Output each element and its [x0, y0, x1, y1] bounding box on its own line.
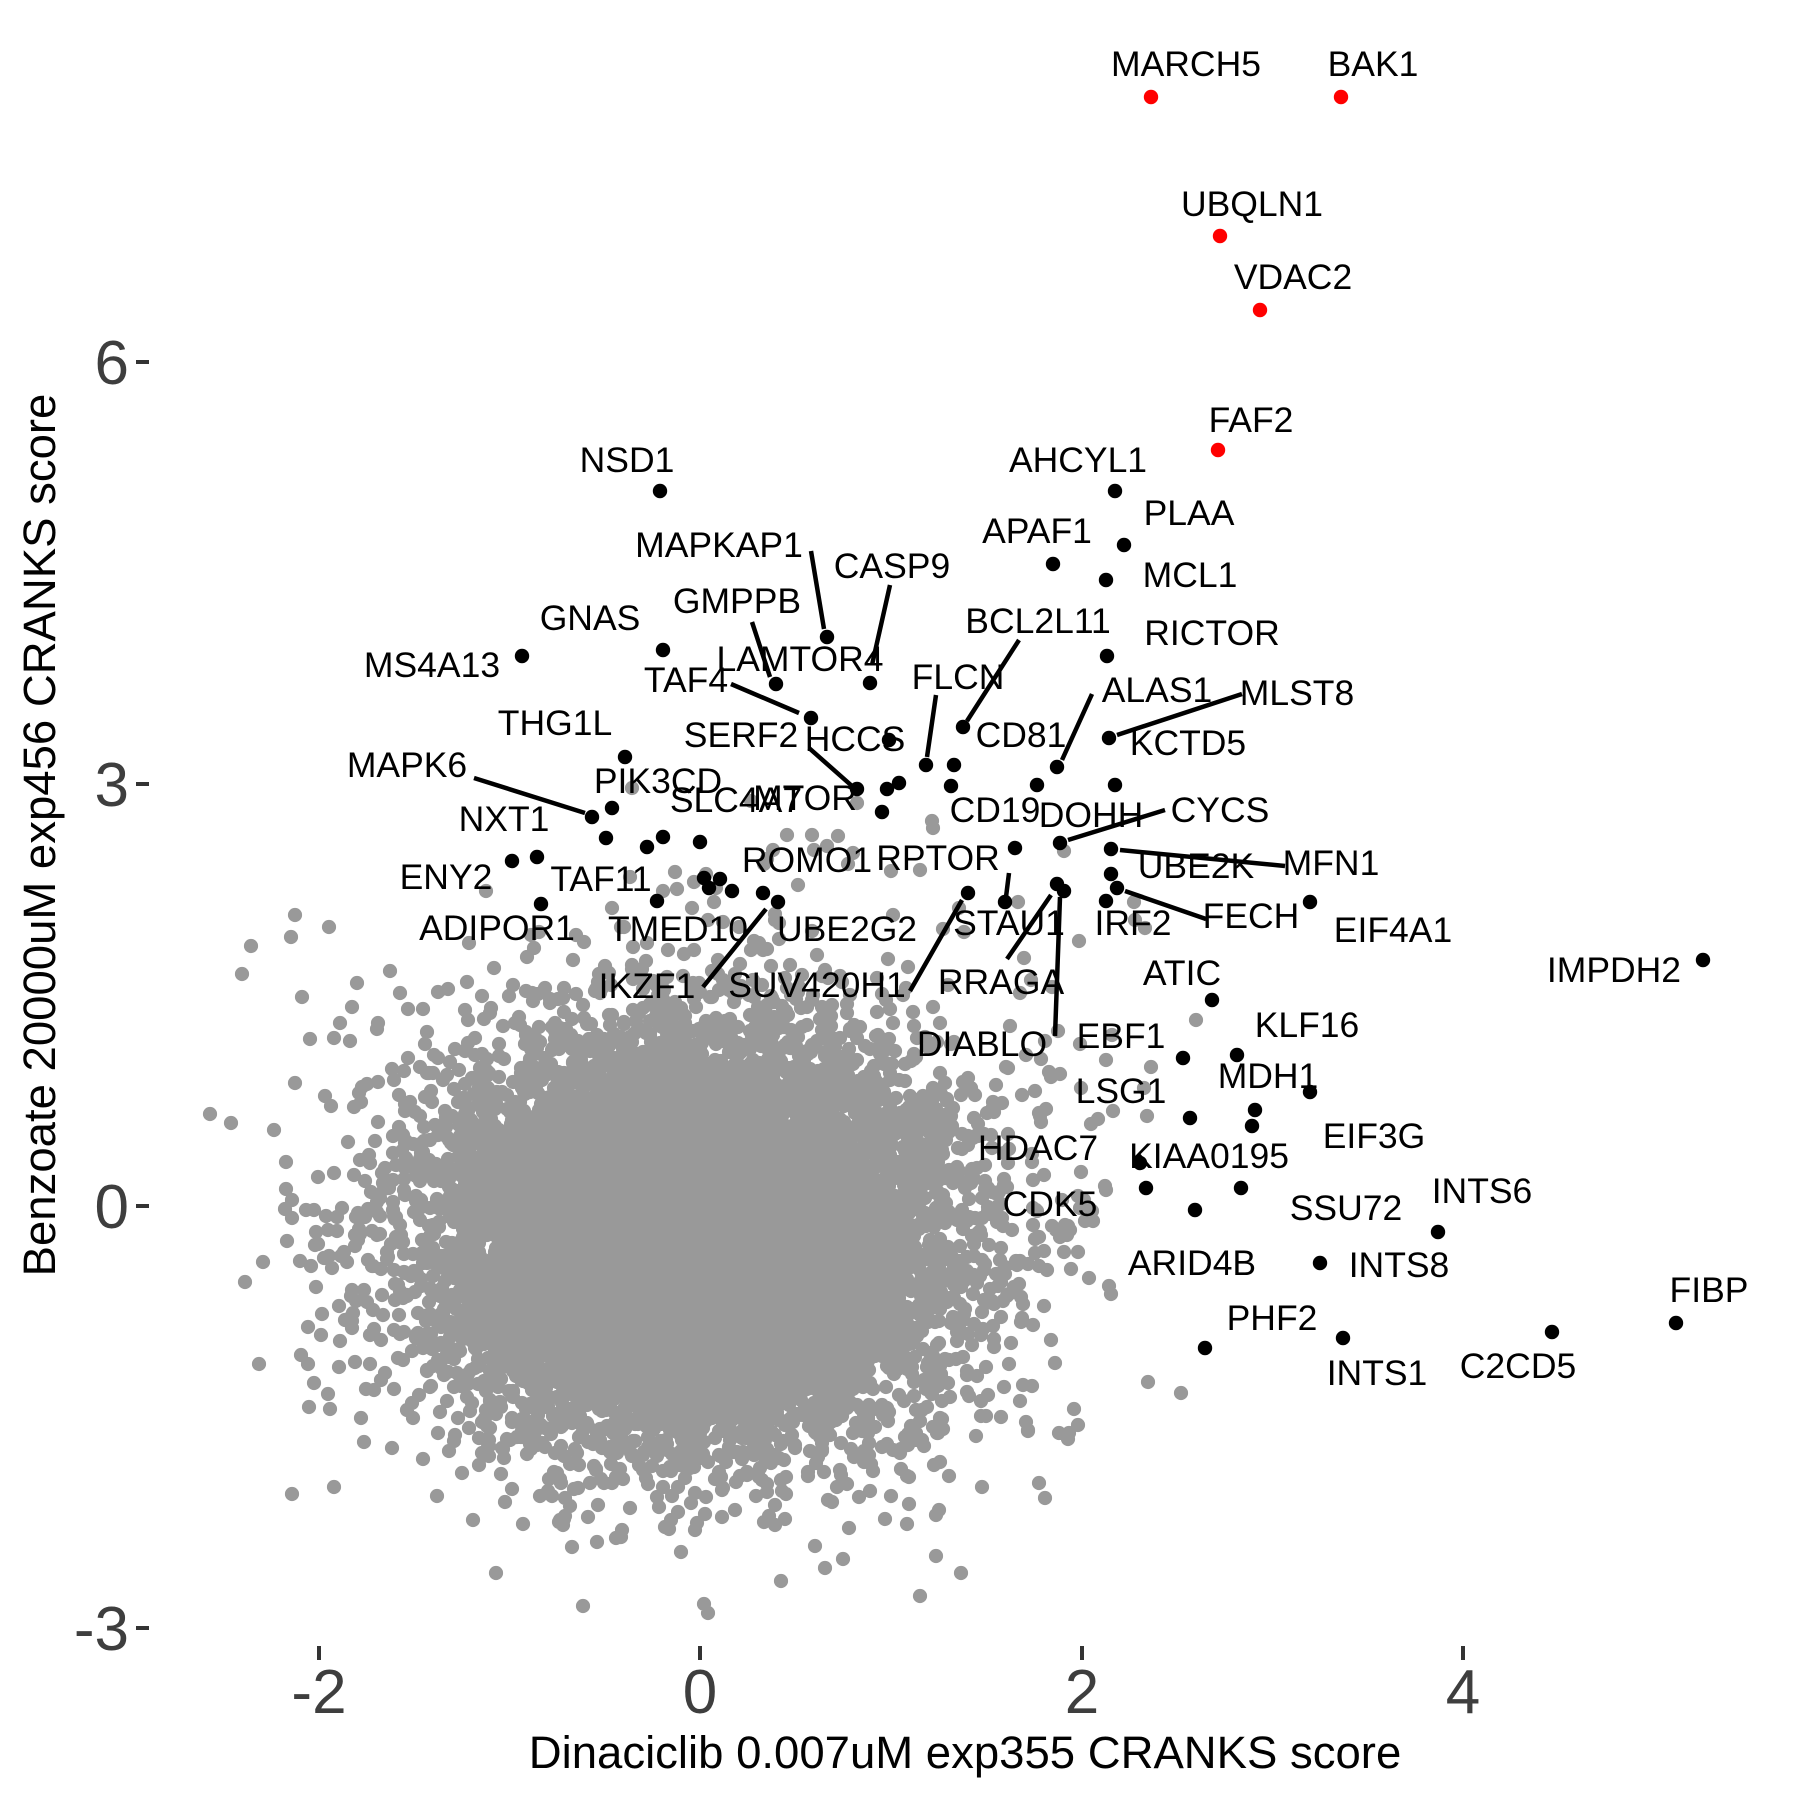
svg-text:IMPDH2: IMPDH2: [1547, 950, 1681, 990]
svg-text:Dinaciclib 0.007uM exp355 CRAN: Dinaciclib 0.007uM exp355 CRANKS score: [529, 1727, 1402, 1778]
svg-text:UBE2K: UBE2K: [1138, 846, 1255, 886]
svg-text:-2: -2: [291, 1658, 346, 1727]
svg-text:SUV420H1: SUV420H1: [728, 965, 906, 1005]
svg-text:INTS1: INTS1: [1327, 1353, 1428, 1393]
svg-text:HCCS: HCCS: [805, 719, 906, 759]
svg-text:TAF11: TAF11: [550, 859, 651, 899]
svg-text:ENY2: ENY2: [400, 857, 493, 897]
svg-text:AHCYL1: AHCYL1: [1009, 440, 1147, 480]
svg-text:LAMTOR4: LAMTOR4: [716, 639, 883, 679]
svg-text:EIF4A1: EIF4A1: [1334, 910, 1452, 950]
svg-text:MARCH5: MARCH5: [1111, 44, 1261, 84]
svg-text:PIK3CD: PIK3CD: [594, 761, 722, 801]
svg-text:MCL1: MCL1: [1143, 555, 1238, 595]
svg-text:KLF16: KLF16: [1255, 1005, 1360, 1045]
svg-text:MLST8: MLST8: [1240, 673, 1354, 713]
svg-text:FLCN: FLCN: [912, 657, 1005, 697]
svg-text:APAF1: APAF1: [982, 511, 1092, 551]
svg-text:3: 3: [95, 751, 129, 820]
svg-text:IKZF1: IKZF1: [599, 966, 696, 1006]
svg-text:ATIC: ATIC: [1143, 953, 1221, 993]
svg-text:LSG1: LSG1: [1076, 1071, 1167, 1111]
svg-text:GNAS: GNAS: [540, 598, 641, 638]
svg-text:CDK5: CDK5: [1003, 1184, 1098, 1224]
svg-text:PHF2: PHF2: [1227, 1298, 1318, 1338]
svg-text:C2CD5: C2CD5: [1460, 1346, 1576, 1386]
svg-text:BCL2L11: BCL2L11: [965, 601, 1110, 641]
svg-text:BAK1: BAK1: [1328, 44, 1419, 84]
svg-text:EIF3G: EIF3G: [1323, 1116, 1426, 1156]
svg-text:HDAC7: HDAC7: [978, 1128, 1098, 1168]
svg-text:GMPPB: GMPPB: [673, 581, 801, 621]
svg-text:VDAC2: VDAC2: [1234, 257, 1352, 297]
svg-text:Benzoate 20000uM exp456 CRANKS: Benzoate 20000uM exp456 CRANKS score: [14, 394, 65, 1277]
svg-text:DIABLO: DIABLO: [917, 1024, 1047, 1064]
svg-text:SERF2: SERF2: [684, 715, 798, 755]
svg-text:FECH: FECH: [1203, 896, 1300, 936]
svg-text:IRF2: IRF2: [1095, 903, 1172, 943]
svg-text:EBF1: EBF1: [1077, 1016, 1166, 1056]
svg-text:-3: -3: [74, 1595, 129, 1664]
svg-text:MTOR: MTOR: [753, 778, 857, 818]
svg-text:CASP9: CASP9: [834, 546, 950, 586]
svg-text:MDH1: MDH1: [1218, 1056, 1319, 1096]
svg-text:MS4A13: MS4A13: [364, 645, 500, 685]
svg-text:PLAA: PLAA: [1144, 493, 1235, 533]
svg-text:ALAS1: ALAS1: [1102, 670, 1213, 710]
svg-text:0: 0: [683, 1658, 717, 1727]
svg-text:MAPK6: MAPK6: [347, 745, 467, 785]
svg-text:TMED10: TMED10: [608, 909, 748, 949]
svg-text:ROMO1: ROMO1: [742, 840, 872, 880]
svg-text:UBQLN1: UBQLN1: [1181, 184, 1323, 224]
svg-text:MAPKAP1: MAPKAP1: [635, 525, 803, 565]
svg-text:2: 2: [1065, 1658, 1099, 1727]
svg-text:RRAGA: RRAGA: [938, 962, 1065, 1002]
svg-text:SSU72: SSU72: [1290, 1188, 1402, 1228]
svg-text:KIAA0195: KIAA0195: [1129, 1136, 1289, 1176]
svg-text:UBE2G2: UBE2G2: [777, 909, 917, 949]
svg-text:NXT1: NXT1: [459, 799, 550, 839]
svg-text:INTS8: INTS8: [1349, 1245, 1450, 1285]
svg-text:FAF2: FAF2: [1209, 400, 1294, 440]
svg-text:ADIPOR1: ADIPOR1: [419, 908, 575, 948]
svg-text:KCTD5: KCTD5: [1130, 723, 1246, 763]
svg-text:CD19: CD19: [950, 790, 1041, 830]
svg-text:ARID4B: ARID4B: [1128, 1243, 1256, 1283]
svg-text:SLC4A7: SLC4A7: [670, 780, 802, 820]
svg-text:DOHH: DOHH: [1039, 795, 1144, 835]
svg-text:CYCS: CYCS: [1171, 790, 1270, 830]
svg-text:0: 0: [95, 1173, 129, 1242]
svg-text:NSD1: NSD1: [580, 440, 675, 480]
svg-text:STAU1: STAU1: [953, 903, 1065, 943]
svg-text:TAF4: TAF4: [644, 660, 728, 700]
svg-text:RPTOR: RPTOR: [876, 838, 1000, 878]
svg-text:CD81: CD81: [976, 715, 1067, 755]
svg-text:THG1L: THG1L: [498, 703, 612, 743]
svg-text:4: 4: [1446, 1658, 1480, 1727]
svg-text:MFN1: MFN1: [1283, 843, 1380, 883]
svg-text:FIBP: FIBP: [1670, 1270, 1749, 1310]
svg-text:INTS6: INTS6: [1432, 1171, 1533, 1211]
svg-text:RICTOR: RICTOR: [1144, 613, 1279, 653]
svg-text:6: 6: [95, 329, 129, 398]
